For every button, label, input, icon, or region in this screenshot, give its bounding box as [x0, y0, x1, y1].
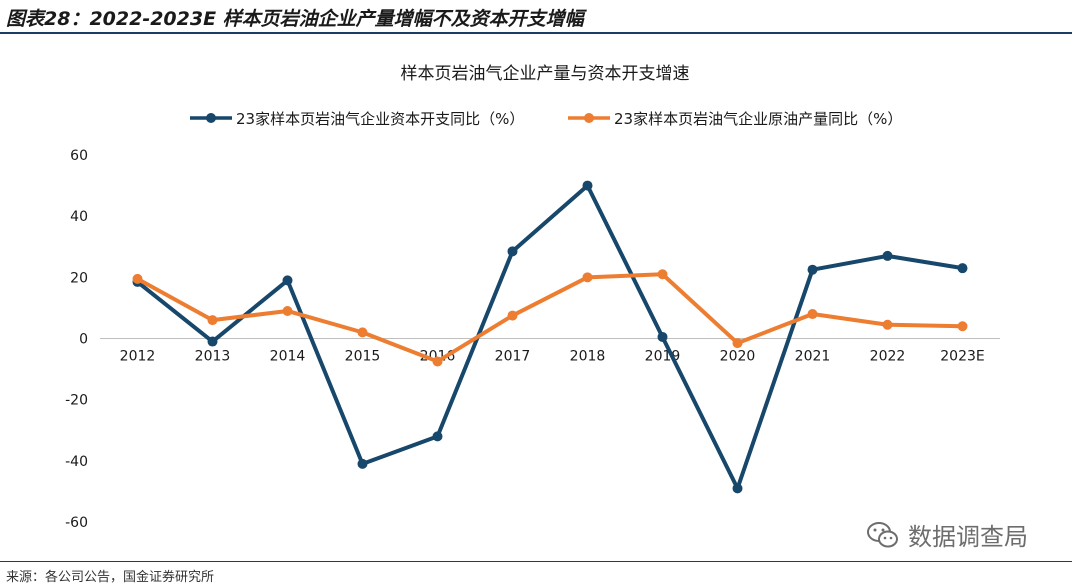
data-point	[207, 336, 218, 347]
legend-marker	[206, 113, 216, 123]
series-line	[136, 272, 963, 364]
x-tick-label: 2015	[345, 349, 381, 365]
wechat-icon	[867, 521, 898, 547]
data-point	[582, 272, 593, 283]
source-note: 来源：各公司公告，国金证券研究所	[6, 570, 215, 585]
footer-divider	[0, 561, 1072, 562]
series-0	[132, 180, 968, 494]
legend: 23家样本页岩油气企业资本开支同比（%） 23家样本页岩油气企业原油产量同比（%）	[190, 110, 902, 128]
legend-label: 23家样本页岩油气企业原油产量同比（%）	[614, 110, 902, 128]
data-point	[882, 319, 893, 330]
data-point	[957, 263, 968, 274]
data-point	[807, 309, 818, 320]
legend-marker	[584, 113, 594, 123]
x-tick-label: 2013	[195, 349, 231, 365]
x-tick-label: 2012	[120, 349, 156, 365]
data-point	[282, 275, 293, 286]
data-point	[732, 483, 743, 494]
x-tick-label: 2018	[570, 349, 606, 365]
data-point	[357, 327, 368, 338]
line-chart: 样本页岩油气企业产量与资本开支增速 23家样本页岩油气企业资本开支同比（%） 23…	[65, 64, 1000, 531]
x-tick-label: 2020	[720, 349, 756, 365]
y-tick-label: -60	[65, 515, 88, 531]
data-point	[207, 315, 218, 326]
data-point	[357, 458, 368, 469]
data-point	[657, 331, 668, 342]
chart-title: 样本页岩油气企业产量与资本开支增速	[401, 64, 690, 84]
x-axis: 2012201320142015201620172018201920202021…	[120, 349, 985, 365]
data-point	[507, 246, 518, 257]
series-line	[136, 183, 963, 491]
x-tick-label: 2023E	[940, 349, 984, 365]
y-tick-label: -40	[65, 454, 88, 470]
series-layer	[132, 180, 968, 494]
data-point	[432, 356, 443, 367]
data-point	[807, 264, 818, 275]
title-divider	[0, 32, 1072, 34]
y-tick-label: 20	[70, 270, 88, 286]
x-tick-label: 2022	[870, 349, 906, 365]
data-point	[732, 338, 743, 349]
data-point	[957, 321, 968, 332]
y-tick-label: 40	[70, 209, 88, 225]
x-tick-label: 2014	[270, 349, 306, 365]
data-point	[582, 180, 593, 191]
y-axis: 60 40 20 0 -20 -40 -60	[65, 148, 88, 531]
data-point	[882, 250, 893, 261]
legend-item: 23家样本页岩油气企业资本开支同比（%）	[190, 110, 524, 128]
data-point	[282, 305, 293, 316]
series-1	[132, 269, 968, 367]
data-point	[507, 310, 518, 321]
figure-title: 图表28：2022-2023E 样本页岩油企业产量增幅不及资本开支增幅	[6, 8, 584, 30]
data-point	[432, 431, 443, 442]
x-tick-label: 2021	[795, 349, 831, 365]
y-tick-label: -20	[65, 393, 88, 409]
x-tick-label: 2017	[495, 349, 531, 365]
data-point	[132, 273, 143, 284]
legend-item: 23家样本页岩油气企业原油产量同比（%）	[568, 110, 902, 128]
legend-label: 23家样本页岩油气企业资本开支同比（%）	[236, 110, 524, 128]
watermark-text: 数据调查局	[908, 523, 1028, 551]
watermark: 数据调查局	[866, 517, 1028, 552]
y-tick-label: 60	[70, 148, 88, 164]
data-point	[657, 269, 668, 280]
y-tick-label: 0	[79, 332, 88, 348]
